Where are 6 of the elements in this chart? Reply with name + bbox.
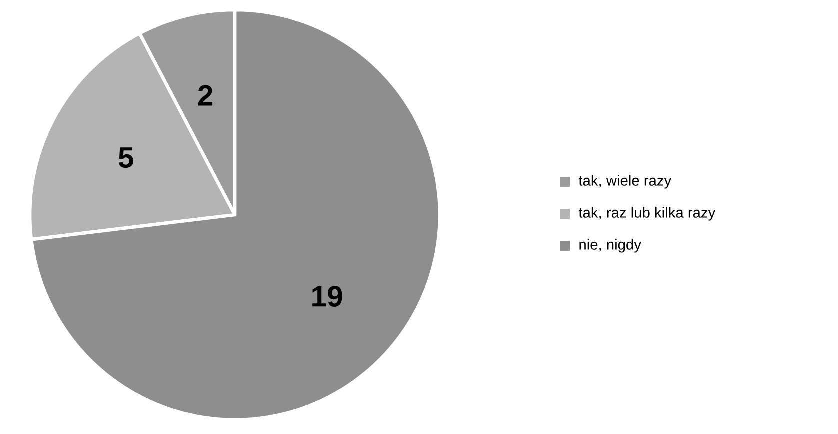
data-label: 5 [118, 148, 134, 168]
legend-label: tak, wiele razy [578, 175, 672, 189]
legend-label: nie, nigdy [580, 239, 642, 253]
data-label: 2 [198, 85, 213, 106]
data-label: 19 [312, 286, 342, 307]
legend-label: tak, raz lub kilka razy [578, 207, 716, 221]
